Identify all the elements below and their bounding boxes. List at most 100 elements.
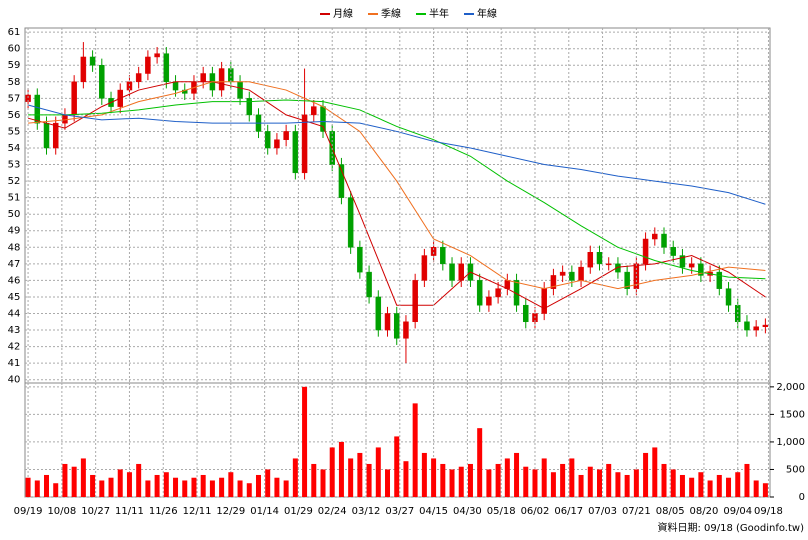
volume-bar: [228, 472, 234, 497]
candle-body: [523, 304, 529, 323]
x-tick-label: 05/18: [487, 506, 516, 517]
legend-label: 半年: [429, 7, 449, 20]
candle-body: [486, 296, 492, 306]
y-tick-label: 1500: [780, 409, 805, 420]
y-tick-label: 44: [8, 308, 21, 319]
y-tick-label: 2,000: [776, 382, 805, 393]
x-tick-label: 09/18: [754, 506, 783, 517]
volume-bar: [421, 452, 427, 497]
y-tick-label: 61: [8, 27, 21, 38]
candle-body: [716, 271, 723, 289]
candle-body: [154, 53, 160, 58]
volume-bar: [274, 477, 280, 497]
volume-bar: [62, 463, 68, 497]
candle-body: [615, 263, 621, 273]
volume-bar: [375, 447, 381, 497]
x-tick-label: 02/24: [318, 506, 347, 517]
candle-body: [605, 263, 612, 266]
y-tick-label: 54: [8, 143, 21, 154]
candle-body: [688, 263, 695, 268]
volume-bar: [504, 458, 510, 497]
x-tick-label: 11/26: [149, 506, 178, 517]
volume-bar: [90, 474, 96, 497]
volume-bar: [246, 483, 252, 497]
volume-bar: [311, 463, 317, 497]
volume-bar: [255, 474, 261, 497]
y-tick-label: 48: [8, 242, 21, 253]
candle-body: [762, 324, 769, 327]
candle-body: [301, 114, 308, 174]
volume-bar: [689, 477, 695, 497]
volume-bar: [762, 483, 768, 497]
volume-bar: [366, 463, 372, 497]
volume-bar: [173, 477, 179, 497]
y-tick-label: 53: [8, 160, 21, 171]
y-tick-label: 58: [8, 77, 21, 88]
candle-body: [698, 263, 704, 276]
volume-bar: [467, 463, 473, 497]
legend-label: 季線: [381, 7, 401, 20]
candle-body: [550, 275, 557, 289]
volume-bar: [320, 469, 326, 497]
volume-bar: [458, 466, 464, 497]
volume-bar: [191, 477, 197, 497]
candle-body: [624, 271, 630, 289]
volume-bar: [154, 474, 160, 497]
candle-body: [357, 247, 363, 273]
candle-body: [62, 114, 68, 124]
legend-label: 年線: [477, 7, 497, 20]
volume-bar: [477, 428, 483, 497]
y-tick-label: 56: [8, 110, 21, 121]
volume-bar: [117, 469, 123, 497]
x-tick-label: 08/05: [656, 506, 685, 517]
y-tick-label: 40: [8, 375, 21, 386]
legend-label: 月線: [333, 7, 353, 20]
volume-bar: [726, 477, 732, 497]
volume-bar: [265, 469, 271, 497]
candle-body: [338, 164, 345, 198]
candle-body: [200, 73, 206, 83]
volume-bar: [394, 436, 400, 497]
x-tick-label: 12/29: [216, 506, 245, 517]
y-tick-label: 47: [8, 259, 21, 270]
ma-line: [27, 81, 766, 310]
volume-bar: [71, 466, 77, 497]
volume-bar: [615, 472, 621, 497]
y-tick-label: 1,000: [776, 437, 805, 448]
candle-body: [440, 247, 446, 265]
x-tick-label: 07/03: [588, 506, 617, 517]
candle-body: [135, 73, 142, 83]
candle-body: [421, 255, 428, 281]
candle-body: [430, 247, 437, 256]
x-tick-label: 12/11: [183, 506, 212, 517]
candle-body: [449, 263, 455, 281]
volume-bar: [80, 458, 86, 497]
volume-bar: [219, 477, 225, 497]
volume-bar: [606, 463, 612, 497]
y-tick-label: 51: [8, 193, 21, 204]
volume-bar: [182, 480, 188, 497]
volume-bar: [292, 458, 298, 497]
volume-bar: [560, 463, 566, 497]
candle-body: [80, 56, 87, 83]
x-tick-label: 07/21: [622, 506, 651, 517]
volume-bar: [596, 469, 602, 497]
y-tick-label: 42: [8, 342, 21, 353]
candle-body: [495, 288, 501, 298]
ma-line: [28, 81, 766, 290]
candle-body: [292, 131, 299, 174]
volume-bar: [624, 474, 630, 497]
candle-body: [725, 288, 732, 306]
candle-body: [541, 288, 547, 314]
volume-bar: [108, 477, 114, 497]
candle-body: [237, 81, 243, 99]
candle-body: [393, 313, 400, 339]
footer: 資料日期: 09/18 (Goodinfo.tw): [657, 521, 804, 534]
candle-body: [403, 321, 409, 339]
volume-bar: [237, 480, 243, 497]
candle-body: [596, 252, 603, 265]
candle-body: [412, 280, 418, 323]
y-tick-label: 0: [799, 492, 805, 503]
volume-bar: [329, 447, 335, 497]
candle-body: [578, 266, 584, 281]
